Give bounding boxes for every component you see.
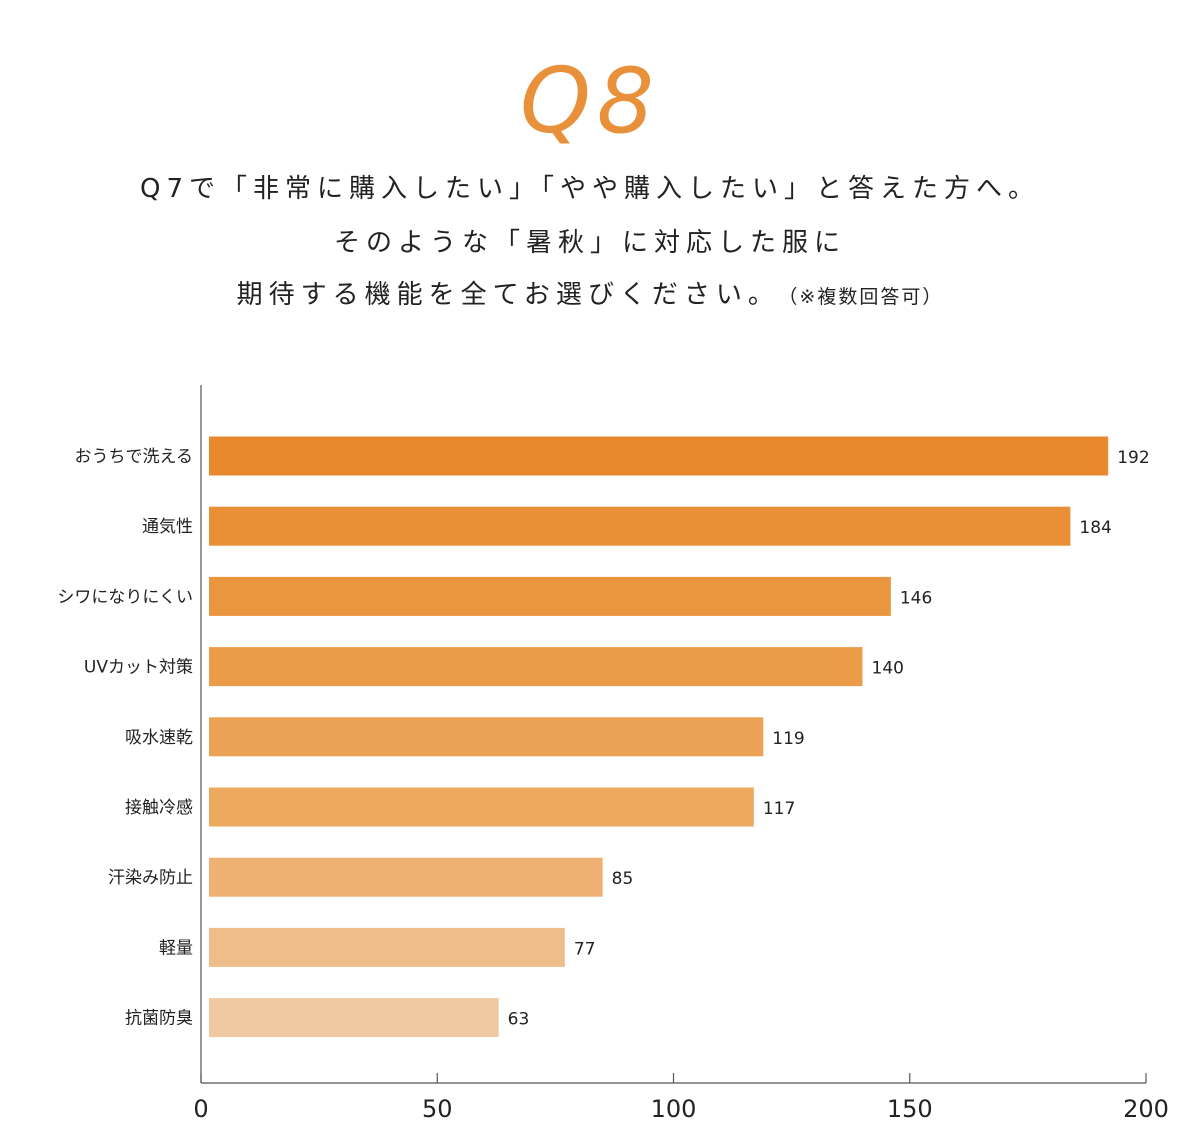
question-text-2: そのような「暑秋」に対応した服に bbox=[319, 226, 861, 262]
category-label: 接触冷感 bbox=[125, 798, 193, 818]
x-tick-label: 150 bbox=[887, 1095, 933, 1123]
bar bbox=[209, 576, 891, 616]
category-label: 軽量 bbox=[159, 938, 193, 958]
category-label: おうちで洗える bbox=[75, 447, 194, 467]
question-line-1: Q7で「非常に購入したい」「やや購入したい」と答えた方へ。 bbox=[0, 172, 1180, 208]
bar bbox=[209, 927, 565, 967]
category-label: UVカット対策 bbox=[84, 658, 193, 678]
category-label: 通気性 bbox=[142, 517, 193, 537]
question-number: Q8 bbox=[519, 49, 661, 154]
x-tick-label: 0 bbox=[193, 1095, 208, 1123]
question-line-3: 期待する機能を全てお選びください。 （※複数回答可） bbox=[0, 278, 1180, 316]
value-label: 85 bbox=[612, 869, 634, 889]
bar bbox=[209, 506, 1071, 546]
value-label: 63 bbox=[508, 1010, 530, 1030]
x-tick-label: 100 bbox=[651, 1095, 697, 1123]
bar bbox=[209, 787, 754, 827]
question-text-3: 期待する機能を全てお選びください。 （※複数回答可） bbox=[222, 278, 957, 316]
category-label: 汗染み防止 bbox=[108, 868, 193, 888]
category-label: 吸水速乾 bbox=[125, 728, 193, 748]
value-label: 117 bbox=[763, 799, 795, 819]
value-label: 184 bbox=[1079, 518, 1111, 538]
bar bbox=[209, 647, 863, 687]
x-tick-label: 50 bbox=[422, 1095, 453, 1123]
question-text-1: Q7で「非常に購入したい」「やや購入したい」と答えた方へ。 bbox=[125, 172, 1055, 208]
value-label: 192 bbox=[1117, 448, 1149, 468]
category-label: 抗菌防臭 bbox=[125, 1009, 193, 1029]
x-tick-label: 200 bbox=[1123, 1095, 1169, 1123]
bar bbox=[209, 717, 764, 757]
value-label: 77 bbox=[574, 939, 596, 959]
question-line-2: そのような「暑秋」に対応した服に bbox=[0, 226, 1180, 262]
value-label: 140 bbox=[872, 659, 904, 679]
value-label: 146 bbox=[900, 588, 932, 608]
bar bbox=[209, 998, 499, 1038]
bar bbox=[209, 436, 1109, 476]
value-label: 119 bbox=[772, 729, 804, 749]
category-label: シワになりにくい bbox=[57, 587, 193, 607]
bar bbox=[209, 857, 603, 897]
question-text-3-main: 期待する機能を全てお選びください。 bbox=[236, 280, 780, 310]
multiple-answer-note: （※複数回答可） bbox=[787, 286, 944, 308]
